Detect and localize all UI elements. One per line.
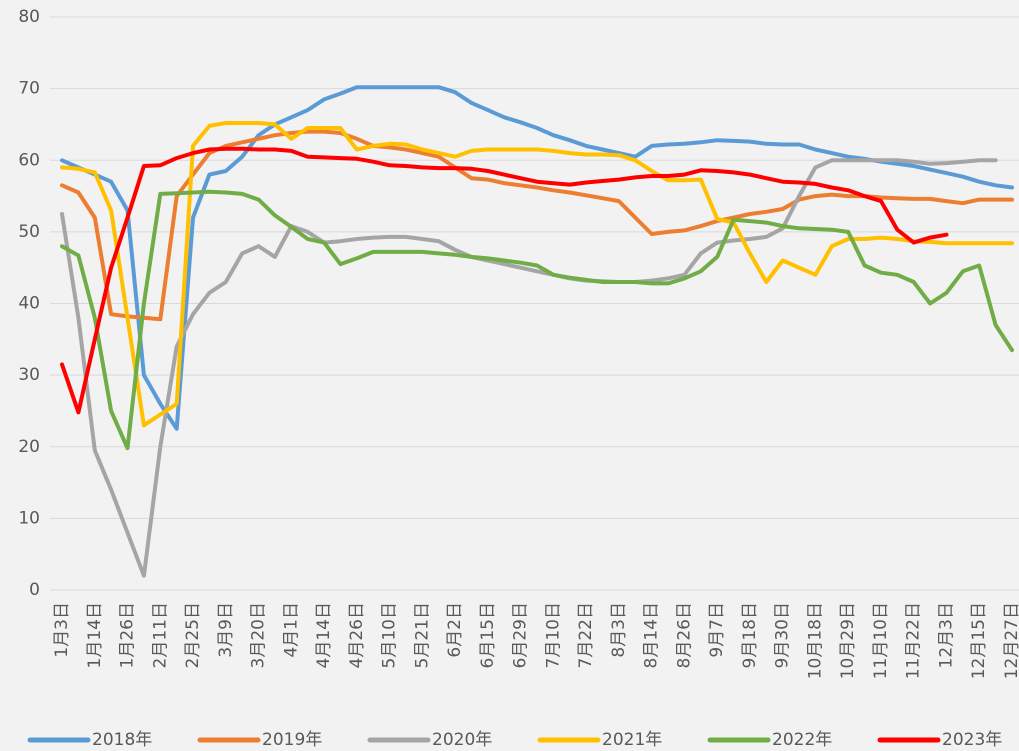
x-tick-label: 8月3日 [609, 602, 629, 658]
x-tick-label: 8月14日 [642, 602, 662, 668]
x-tick-label: 9月30日 [773, 602, 793, 668]
x-tick-label: 11月22日 [904, 602, 924, 679]
legend-label: 2019年 [262, 730, 322, 750]
x-tick-label: 6月29日 [511, 602, 531, 668]
x-tick-label: 4月26日 [347, 602, 367, 668]
line-series [60, 189, 1014, 451]
x-tick-label: 2月25日 [183, 602, 203, 668]
y-tick-label: 60 [18, 150, 40, 170]
line-series [60, 146, 949, 415]
x-tick-label: 11月10日 [871, 602, 891, 679]
x-tick-label: 3月9日 [216, 602, 236, 658]
x-tick-label: 1月14日 [85, 602, 105, 668]
x-tick-label: 7月22日 [576, 602, 596, 668]
x-tick-label: 12月3日 [936, 602, 956, 668]
x-tick-label: 4月14日 [314, 602, 334, 668]
legend-label: 2021年 [602, 730, 662, 750]
x-tick-label: 9月7日 [707, 602, 727, 658]
x-tick-label: 6月2日 [445, 602, 465, 658]
y-tick-label: 10 [18, 508, 40, 528]
x-tick-label: 12月27日 [1002, 602, 1019, 679]
y-tick-label: 30 [18, 365, 40, 385]
x-tick-label: 8月26日 [674, 602, 694, 668]
y-tick-label: 40 [18, 294, 40, 314]
y-tick-label: 20 [18, 437, 40, 457]
line-series [60, 85, 1014, 431]
y-tick-label: 80 [18, 7, 40, 27]
x-tick-label: 2月11日 [150, 602, 170, 668]
x-tick-label: 5月10日 [380, 602, 400, 668]
y-tick-label: 70 [18, 79, 40, 99]
x-tick-label: 4月1日 [281, 602, 301, 658]
x-tick-label: 12月15日 [969, 602, 989, 679]
x-tick-label: 10月29日 [838, 602, 858, 679]
x-tick-label: 5月21日 [412, 602, 432, 668]
x-tick-label: 6月15日 [478, 602, 498, 668]
y-tick-label: 0 [29, 580, 40, 600]
line-series [60, 121, 1014, 428]
line-series [60, 158, 998, 578]
x-tick-label: 10月18日 [805, 602, 825, 679]
x-tick-label: 1月26日 [118, 602, 138, 668]
x-tick-label: 3月20日 [249, 602, 269, 668]
x-tick-label: 9月18日 [740, 602, 760, 668]
legend-label: 2018年 [92, 730, 152, 750]
x-tick-label: 1月3日 [52, 602, 72, 658]
legend-label: 2023年 [942, 730, 1002, 750]
y-tick-label: 50 [18, 222, 40, 242]
legend-label: 2022年 [772, 730, 832, 750]
x-tick-label: 7月10日 [543, 602, 563, 668]
legend-label: 2020年 [432, 730, 492, 750]
